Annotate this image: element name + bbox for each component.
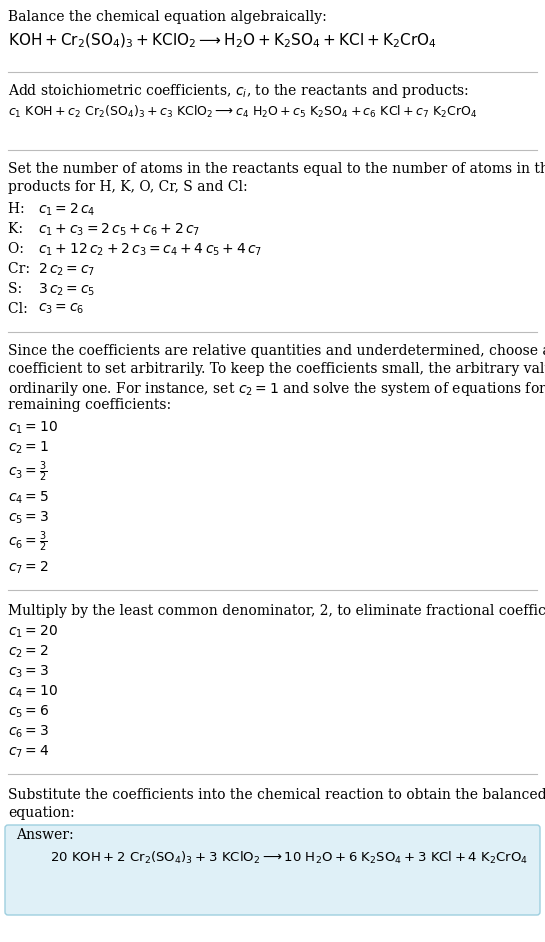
Text: $c_3 = \frac{3}{2}$: $c_3 = \frac{3}{2}$ [8,460,47,484]
Text: $c_3 = c_6$: $c_3 = c_6$ [38,302,84,317]
Text: $c_4 = 5$: $c_4 = 5$ [8,490,49,507]
Text: equation:: equation: [8,806,75,820]
Text: Add stoichiometric coefficients, $c_i$, to the reactants and products:: Add stoichiometric coefficients, $c_i$, … [8,82,469,100]
Text: $c_6 = \frac{3}{2}$: $c_6 = \frac{3}{2}$ [8,530,47,554]
Text: $2\,c_2 = c_7$: $2\,c_2 = c_7$ [38,262,95,279]
Text: coefficient to set arbitrarily. To keep the coefficients small, the arbitrary va: coefficient to set arbitrarily. To keep … [8,362,545,376]
Text: Since the coefficients are relative quantities and underdetermined, choose a: Since the coefficients are relative quan… [8,344,545,358]
Text: H:: H: [8,202,29,216]
Text: $c_1 = 20$: $c_1 = 20$ [8,624,58,641]
Text: $c_1\ \mathrm{KOH} + c_2\ \mathrm{Cr_2(SO_4)_3} + c_3\ \mathrm{KClO_2} \longrigh: $c_1\ \mathrm{KOH} + c_2\ \mathrm{Cr_2(S… [8,104,477,120]
Text: $c_5 = 6$: $c_5 = 6$ [8,704,49,721]
Text: $c_6 = 3$: $c_6 = 3$ [8,724,49,740]
Text: $c_2 = 2$: $c_2 = 2$ [8,644,49,660]
Text: Set the number of atoms in the reactants equal to the number of atoms in the: Set the number of atoms in the reactants… [8,162,545,176]
Text: Multiply by the least common denominator, 2, to eliminate fractional coefficient: Multiply by the least common denominator… [8,604,545,618]
Text: $c_5 = 3$: $c_5 = 3$ [8,510,49,527]
Text: $\mathrm{20\ KOH + 2\ Cr_2(SO_4)_3 + 3\ KClO_2 \longrightarrow 10\ H_2O + 6\ K_2: $\mathrm{20\ KOH + 2\ Cr_2(SO_4)_3 + 3\ … [50,850,528,866]
Text: Cr:: Cr: [8,262,34,276]
Text: products for H, K, O, Cr, S and Cl:: products for H, K, O, Cr, S and Cl: [8,180,247,194]
Text: $c_7 = 2$: $c_7 = 2$ [8,560,49,577]
Text: O:: O: [8,242,28,256]
Text: Cl:: Cl: [8,302,32,316]
Text: S:: S: [8,282,27,296]
FancyBboxPatch shape [5,825,540,915]
Text: $c_1 = 10$: $c_1 = 10$ [8,420,58,436]
Text: remaining coefficients:: remaining coefficients: [8,398,171,412]
Text: Balance the chemical equation algebraically:: Balance the chemical equation algebraica… [8,10,327,24]
Text: $c_1 + c_3 = 2\,c_5 + c_6 + 2\,c_7$: $c_1 + c_3 = 2\,c_5 + c_6 + 2\,c_7$ [38,222,200,238]
Text: K:: K: [8,222,27,236]
Text: Answer:: Answer: [16,828,74,842]
Text: $c_1 + 12\,c_2 + 2\,c_3 = c_4 + 4\,c_5 + 4\,c_7$: $c_1 + 12\,c_2 + 2\,c_3 = c_4 + 4\,c_5 +… [38,242,262,258]
Text: $c_2 = 1$: $c_2 = 1$ [8,440,49,457]
Text: $c_7 = 4$: $c_7 = 4$ [8,744,49,760]
Text: ordinarily one. For instance, set $c_2 = 1$ and solve the system of equations fo: ordinarily one. For instance, set $c_2 =… [8,380,545,398]
Text: Substitute the coefficients into the chemical reaction to obtain the balanced: Substitute the coefficients into the che… [8,788,545,802]
Text: $\mathrm{KOH + Cr_2(SO_4)_3 + KClO_2 \longrightarrow H_2O + K_2SO_4 + KCl + K_2C: $\mathrm{KOH + Cr_2(SO_4)_3 + KClO_2 \lo… [8,32,437,51]
Text: $3\,c_2 = c_5$: $3\,c_2 = c_5$ [38,282,95,299]
Text: $c_4 = 10$: $c_4 = 10$ [8,684,58,701]
Text: $c_1 = 2\,c_4$: $c_1 = 2\,c_4$ [38,202,95,219]
Text: $c_3 = 3$: $c_3 = 3$ [8,664,49,680]
